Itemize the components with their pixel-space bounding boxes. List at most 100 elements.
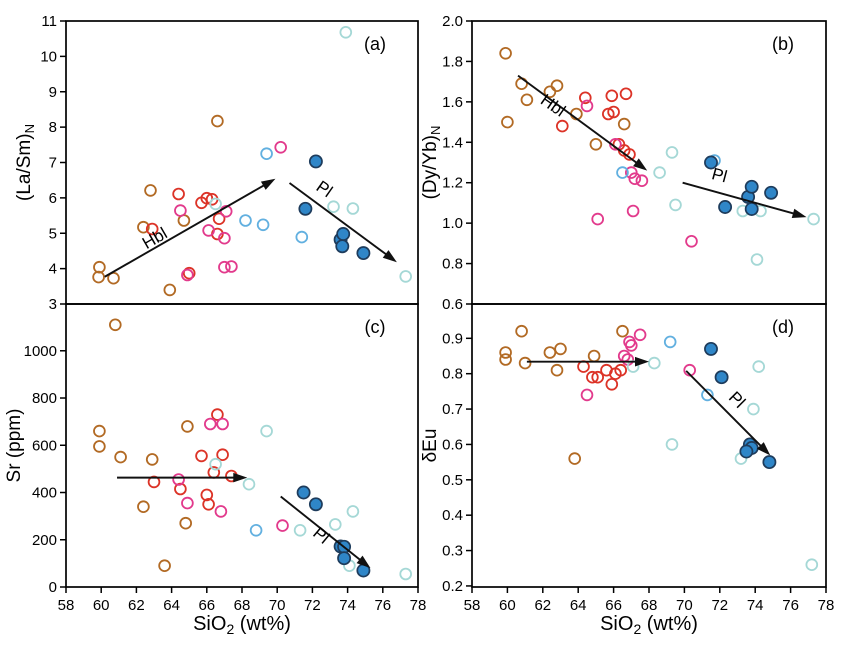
x-tick-label: 72 [711,597,728,614]
pink-point [624,166,638,179]
pink-point [225,260,238,273]
plot-border-b [471,20,827,305]
y-tick-label: 4 [49,261,57,278]
y-axis-c: 0 200 400 600 800 1000 [24,343,66,596]
y-tick-label: 0.6 [442,296,463,313]
teal-point [665,438,679,451]
pink-point [580,388,594,402]
trend-arrow-hbl: Hbl [104,178,276,278]
teal-point [242,477,256,491]
pink-point [172,473,185,486]
series-red [147,408,238,511]
brown-point [158,559,171,572]
panel-letter-b: (b) [772,34,794,54]
plot-border-d [471,303,827,588]
y-tick-label: 0.5 [442,472,463,489]
y-tick-label: 800 [32,390,57,407]
blue-point [739,444,754,459]
teal-point [647,356,661,370]
y-tick-label: 10 [40,48,57,65]
y-tick-label: 0 [49,579,57,596]
red-point [619,87,633,101]
pink-point [633,328,647,342]
blue-point [337,551,352,566]
y-tick-label: 7 [49,155,57,172]
series-brown [499,46,631,151]
trend-arrow [117,472,248,483]
lightblue-point [663,335,677,349]
panel-a: 3 4 5 6 7 8 9 10 11 (La/Sm)N Hbl Pl (a) [14,13,419,313]
arrow-head [356,555,371,569]
arrow-shaft [685,370,766,451]
trend-arrow-pl: Pl [288,177,397,263]
red-point [591,370,604,384]
x-axis-title-c: SiO2 (wt%) [193,613,291,637]
x-tick-label: 74 [747,597,764,614]
teal-point [399,270,413,283]
red-point [172,187,185,201]
blue-point [308,154,323,169]
series-brown [93,318,194,572]
x-tick-label: 70 [676,597,693,614]
x-tick-label: 72 [304,597,321,614]
x-tick-label: 76 [782,597,799,614]
y-axis-title-a: (La/Sm)N [14,124,37,201]
brown-point [109,318,122,332]
brown-point [163,283,177,297]
series-blue [296,485,371,578]
brown-point [499,46,512,60]
brown-point [568,452,581,465]
arrow-shaft [280,495,365,564]
y-tick-label: 1.6 [442,94,463,111]
lightblue-point [701,388,714,402]
brown-point [181,420,194,433]
y-tick-label: 2.0 [442,13,463,30]
x-tick-label: 62 [534,597,551,614]
teal-point [260,424,273,438]
y-tick-label: 0.8 [442,366,463,383]
panel-b: 0.6 0.8 1.0 1.2 1.4 1.6 1.8 2.0 (Dy/Yb)N Hbl Pl (b) [420,13,827,313]
arrow-shaft [517,74,642,167]
arrow-shaft [104,181,269,278]
teal-point [209,197,222,211]
y-tick-label: 3 [49,296,57,313]
y-tick-label: 5 [49,225,57,242]
y-axis-b: 0.6 0.8 1.0 1.2 1.4 1.6 1.8 2.0 [442,13,472,313]
lightblue-point [239,214,252,227]
plot-border-a [65,20,419,305]
brown-point [515,324,528,338]
brown-point [520,93,534,107]
lightblue-point [616,166,629,179]
pink-point [181,268,194,282]
blue-point [744,202,759,216]
x-tick-label: 64 [570,597,587,614]
y-tick-label: 0.6 [442,436,463,453]
red-point [614,363,627,377]
brown-point [93,424,106,438]
brown-point [550,363,564,377]
x-tick-label: 74 [339,597,356,614]
brown-point [144,184,157,197]
teal-point [399,567,413,581]
series-teal [653,146,820,266]
trend-arrow-pl: Pl [682,164,807,218]
x-tick-label: 64 [163,597,180,614]
lightblue-point [295,230,309,244]
teal-point [346,202,360,215]
trend-arrow [526,356,649,367]
y-axis-d: 0.2 0.3 0.4 0.5 0.6 0.7 0.8 0.9 [442,330,472,595]
y-axis-title-d: δEu [420,429,441,463]
red-point [577,360,590,373]
lightblue-point [260,147,273,161]
y-tick-label: 0.9 [442,330,463,347]
teal-point [293,523,307,537]
y-tick-label: 0.7 [442,401,463,418]
blue-point [714,370,729,385]
series-pink [174,141,288,282]
series-blue [704,341,777,470]
red-point [145,222,159,236]
panel-letter-d: (d) [772,317,794,337]
pink-point [624,339,638,352]
y-axis-title-b: (Dy/Yb)N [420,126,443,200]
